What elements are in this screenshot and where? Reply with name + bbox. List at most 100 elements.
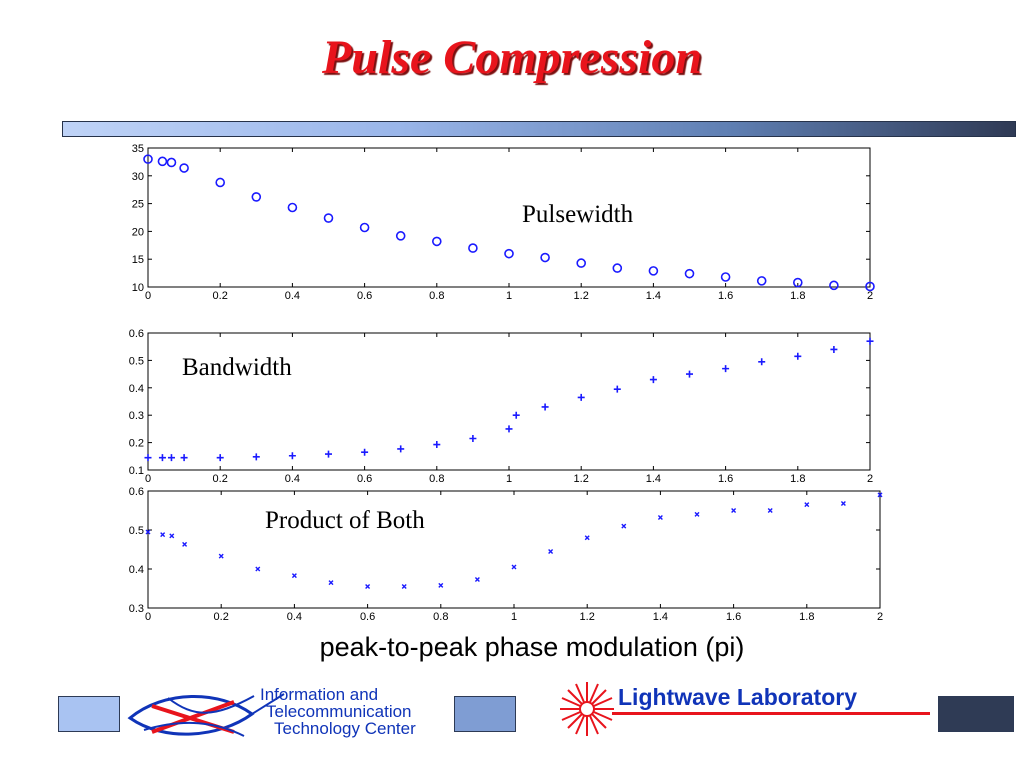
chart-1-point [157,156,168,167]
chart-2-point [167,454,175,462]
chart-2-point [144,454,152,462]
itc-line-3: Technology Center [274,719,416,738]
chart-2-point [758,358,766,366]
chart-2-xtick-label: 1.6 [718,473,733,485]
chart-2-point [866,337,874,345]
chart-1-xtick-label: 1.8 [790,290,805,302]
chart-3-point [182,541,188,547]
chart-1-point [287,202,298,213]
chart-2-xtick-label: 1.4 [646,473,661,485]
chart-2-xtick-label: 0 [145,473,151,485]
chart-2-ytick-label: 0.5 [129,355,144,367]
chart-2-annotation: Bandwidth [182,354,292,381]
laser-burst-icon [560,682,614,736]
chart-3-point [767,508,773,513]
chart-2-xtick-label: 1.2 [574,473,589,485]
chart-1-xtick-label: 1 [506,290,512,302]
chart-2-frame [147,332,871,471]
chart-1-point [468,243,478,253]
chart-3-point [804,502,810,508]
chart-2-point [541,403,549,411]
itc-name: Information and Telecommunication Techno… [258,686,416,737]
chart-2-point [216,454,224,462]
chart-2-point [686,370,693,378]
chart-1-xtick-label: 1.4 [646,290,661,302]
chart-3-point [657,515,663,521]
chart-2-point [505,425,513,433]
chart-1-point [720,272,731,282]
footer-square-right [938,696,1014,732]
chart-1-point [215,177,225,188]
chart-2-ytick-label: 0.4 [129,383,144,395]
chart-1-point [829,280,839,291]
chart-3-point [511,564,517,570]
chart-1-xtick-label: 0.8 [429,290,444,302]
chart-2-point [325,450,332,458]
chart-3-point [160,532,166,538]
chart-1-ytick-label: 30 [132,171,144,183]
chart-2-ytick-label: 0.2 [129,438,144,450]
chart-3-point [731,508,737,513]
chart-3-xtick-label: 1.2 [580,611,595,623]
chart-1-point [865,281,875,292]
chart-1-point [323,213,334,223]
chart-3-point [291,573,297,579]
chart-1-point [251,192,262,202]
chart-2-point [649,376,657,384]
chart-2-xtick-label: 0.2 [213,473,228,485]
chart-3-point [401,584,407,590]
chart-3-point [218,553,224,559]
chart-1-point [179,163,189,173]
chart-1-ytick-label: 10 [132,282,144,294]
chart-3-ytick-label: 0.6 [129,486,144,498]
chart-1-point [756,276,767,286]
chart-1-ytick-label: 35 [132,143,144,155]
chart-1-point [504,248,514,259]
chart-3-point [328,580,334,586]
chart-1-point [792,277,803,288]
chart-1-point [395,231,406,241]
chart-2-xtick-label: 0.4 [285,473,300,485]
chart-1-xtick-label: 2 [867,290,873,302]
chart-1-point [612,263,623,273]
chart-1-point [540,252,550,263]
chart-3-point [438,582,444,588]
itc-line-1: Information and [260,685,379,704]
chart-3-xtick-label: 0.6 [360,611,375,623]
chart-3-xtick-label: 1.4 [653,611,668,623]
chart-2-point [794,352,802,360]
lab-name: Lightwave Laboratory [618,684,857,710]
chart-3-point [840,500,846,506]
chart-3-xtick-label: 1 [511,611,517,623]
chart-2-point [180,454,188,462]
chart-1-xtick-label: 1.2 [574,290,589,302]
chart-3-xtick-label: 0.2 [214,611,229,623]
chart-3-annotation: Product of Both [265,507,425,534]
chart-1-xtick-label: 0.2 [213,290,228,302]
chart-2-point [613,385,621,393]
chart-2-xtick-label: 0.6 [357,473,372,485]
x-axis-label: peak-to-peak phase modulation (pi) [319,632,745,662]
chart-3-xtick-label: 1.6 [726,611,741,623]
chart-2-point [722,365,730,373]
chart-3-point [474,577,480,583]
chart-1-point [431,236,442,247]
chart-1-annotation: Pulsewidth [522,201,634,228]
chart-1-xtick-label: 0.4 [285,290,300,302]
chart-3-point [584,535,590,541]
chart-3-xtick-label: 0.8 [433,611,448,623]
footer-square-middle [454,696,516,732]
chart-2-point [512,411,520,419]
chart-3-ytick-label: 0.4 [129,564,144,576]
chart-3-xtick-label: 0.4 [287,611,302,623]
chart-1-xtick-label: 0 [145,290,151,302]
chart-2-ytick-label: 0.6 [129,328,144,340]
chart-3-point [145,529,151,535]
chart-1-point [684,268,695,279]
chart-3-point [694,511,700,517]
chart-3-point [877,492,883,498]
chart-3-point [621,523,627,529]
header-gradient-bar [62,121,1016,137]
chart-2-point [397,445,405,453]
